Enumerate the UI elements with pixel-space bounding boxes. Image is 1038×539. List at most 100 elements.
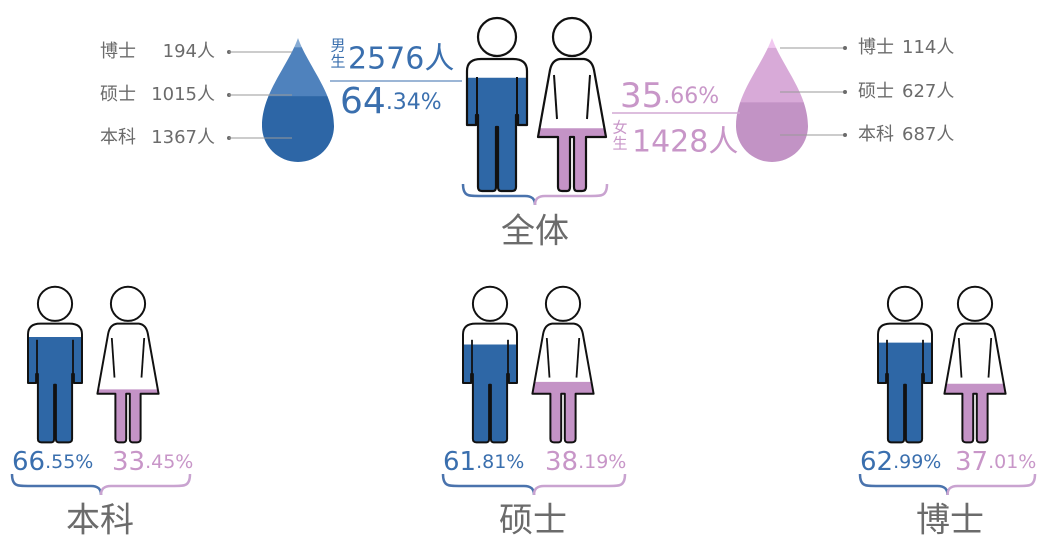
breakdown-name: 博士	[100, 41, 136, 62]
percent-dec: .45%	[145, 451, 193, 473]
percent-int: 35	[620, 76, 663, 116]
male-figure	[27, 285, 83, 444]
head	[36, 285, 74, 322]
arm-seam	[140, 337, 146, 378]
head	[544, 285, 582, 322]
breakdown-count: 627人	[902, 81, 954, 102]
figure-fill	[538, 128, 606, 191]
figure-fill	[27, 336, 83, 443]
female-figure	[536, 16, 608, 193]
brace-right	[533, 183, 609, 206]
percent-dec: .81%	[476, 451, 524, 473]
gender-label: 女	[612, 119, 627, 137]
percent-dec: .99%	[893, 451, 941, 473]
percent-int: 66	[12, 447, 45, 477]
group-title: 本科	[66, 501, 134, 539]
male-figure	[465, 16, 529, 193]
figure-fill	[877, 342, 933, 443]
percent-label: 64.34%	[340, 81, 442, 122]
head	[886, 285, 924, 322]
head	[471, 285, 509, 322]
breakdown-name: 本科	[858, 124, 894, 145]
male-figure	[462, 285, 518, 444]
head	[956, 285, 994, 322]
percent-label: 38.19%	[545, 447, 626, 477]
drop-band	[262, 47, 334, 97]
percent-label: 33.45%	[112, 447, 193, 477]
brace-right	[532, 473, 627, 496]
drop-band	[736, 47, 808, 103]
figure-fill	[467, 77, 527, 191]
percent-int: 62	[860, 447, 893, 477]
gender-label: 生	[330, 53, 345, 71]
percent-label: 61.81%	[443, 447, 524, 477]
percent-label: 35.66%	[620, 76, 719, 116]
percent-int: 33	[112, 447, 145, 477]
brace-right	[99, 473, 192, 496]
breakdown-count: 1015人	[151, 84, 215, 105]
figure-outline	[877, 322, 933, 444]
breakdown-name: 本科	[100, 127, 136, 148]
percent-label: 66.55%	[12, 447, 93, 477]
head	[109, 285, 147, 322]
female-figure	[531, 285, 595, 444]
drop-band	[262, 96, 334, 162]
male-figure	[877, 285, 933, 444]
breakdown-name: 硕士	[100, 84, 136, 105]
brace-left	[858, 473, 949, 496]
leader-dot	[843, 133, 847, 137]
brace-left	[10, 473, 103, 496]
percent-dec: .55%	[45, 451, 93, 473]
group-title: 全体	[501, 212, 569, 252]
figure-outline	[531, 322, 595, 444]
arm-seam	[987, 337, 993, 378]
gender-label: 生	[612, 135, 627, 153]
leader-dot	[843, 46, 847, 50]
percent-int: 37	[955, 447, 988, 477]
breakdown-count: 114人	[902, 37, 954, 58]
arm-seam	[110, 337, 116, 378]
female-figure	[943, 285, 1007, 444]
group-title: 博士	[916, 501, 984, 539]
figure-fill	[944, 383, 1006, 443]
arm-seam	[575, 337, 581, 378]
percent-dec: .19%	[578, 451, 626, 473]
breakdown-count: 1367人	[151, 127, 215, 148]
figure-outline	[465, 57, 529, 193]
figure-outline	[943, 322, 1007, 444]
arm-seam	[957, 337, 963, 378]
count-label: 2576人	[348, 42, 454, 77]
drop-band	[736, 102, 808, 162]
group-title: 硕士	[499, 501, 567, 539]
percent-label: 62.99%	[860, 447, 941, 477]
figure-outline	[96, 322, 160, 444]
arm-seam	[586, 74, 591, 120]
female-figure	[96, 285, 160, 444]
head	[476, 16, 518, 58]
percent-int: 38	[545, 447, 578, 477]
brace-left	[461, 183, 537, 206]
breakdown-name: 硕士	[858, 81, 894, 102]
percent-dec: .66%	[663, 84, 719, 109]
figure-outline	[462, 322, 518, 444]
figure-outline	[27, 322, 83, 444]
brace-left	[441, 473, 536, 496]
arm-seam	[553, 74, 558, 120]
arm-seam	[545, 337, 551, 378]
head	[551, 16, 593, 58]
figure-fill	[532, 381, 594, 443]
breakdown-count: 194人	[163, 41, 215, 62]
breakdown-name: 博士	[858, 37, 894, 58]
leader-dot	[843, 90, 847, 94]
count-label: 1428人	[632, 125, 738, 160]
gender-label: 男	[330, 37, 345, 55]
drop-band	[736, 38, 808, 49]
percent-label: 37.01%	[955, 447, 1036, 477]
figure-fill	[462, 344, 518, 443]
brace-right	[946, 473, 1037, 496]
percent-dec: .01%	[988, 451, 1036, 473]
breakdown-count: 687人	[902, 124, 954, 145]
percent-int: 64	[340, 81, 386, 122]
figure-outline	[536, 57, 608, 193]
